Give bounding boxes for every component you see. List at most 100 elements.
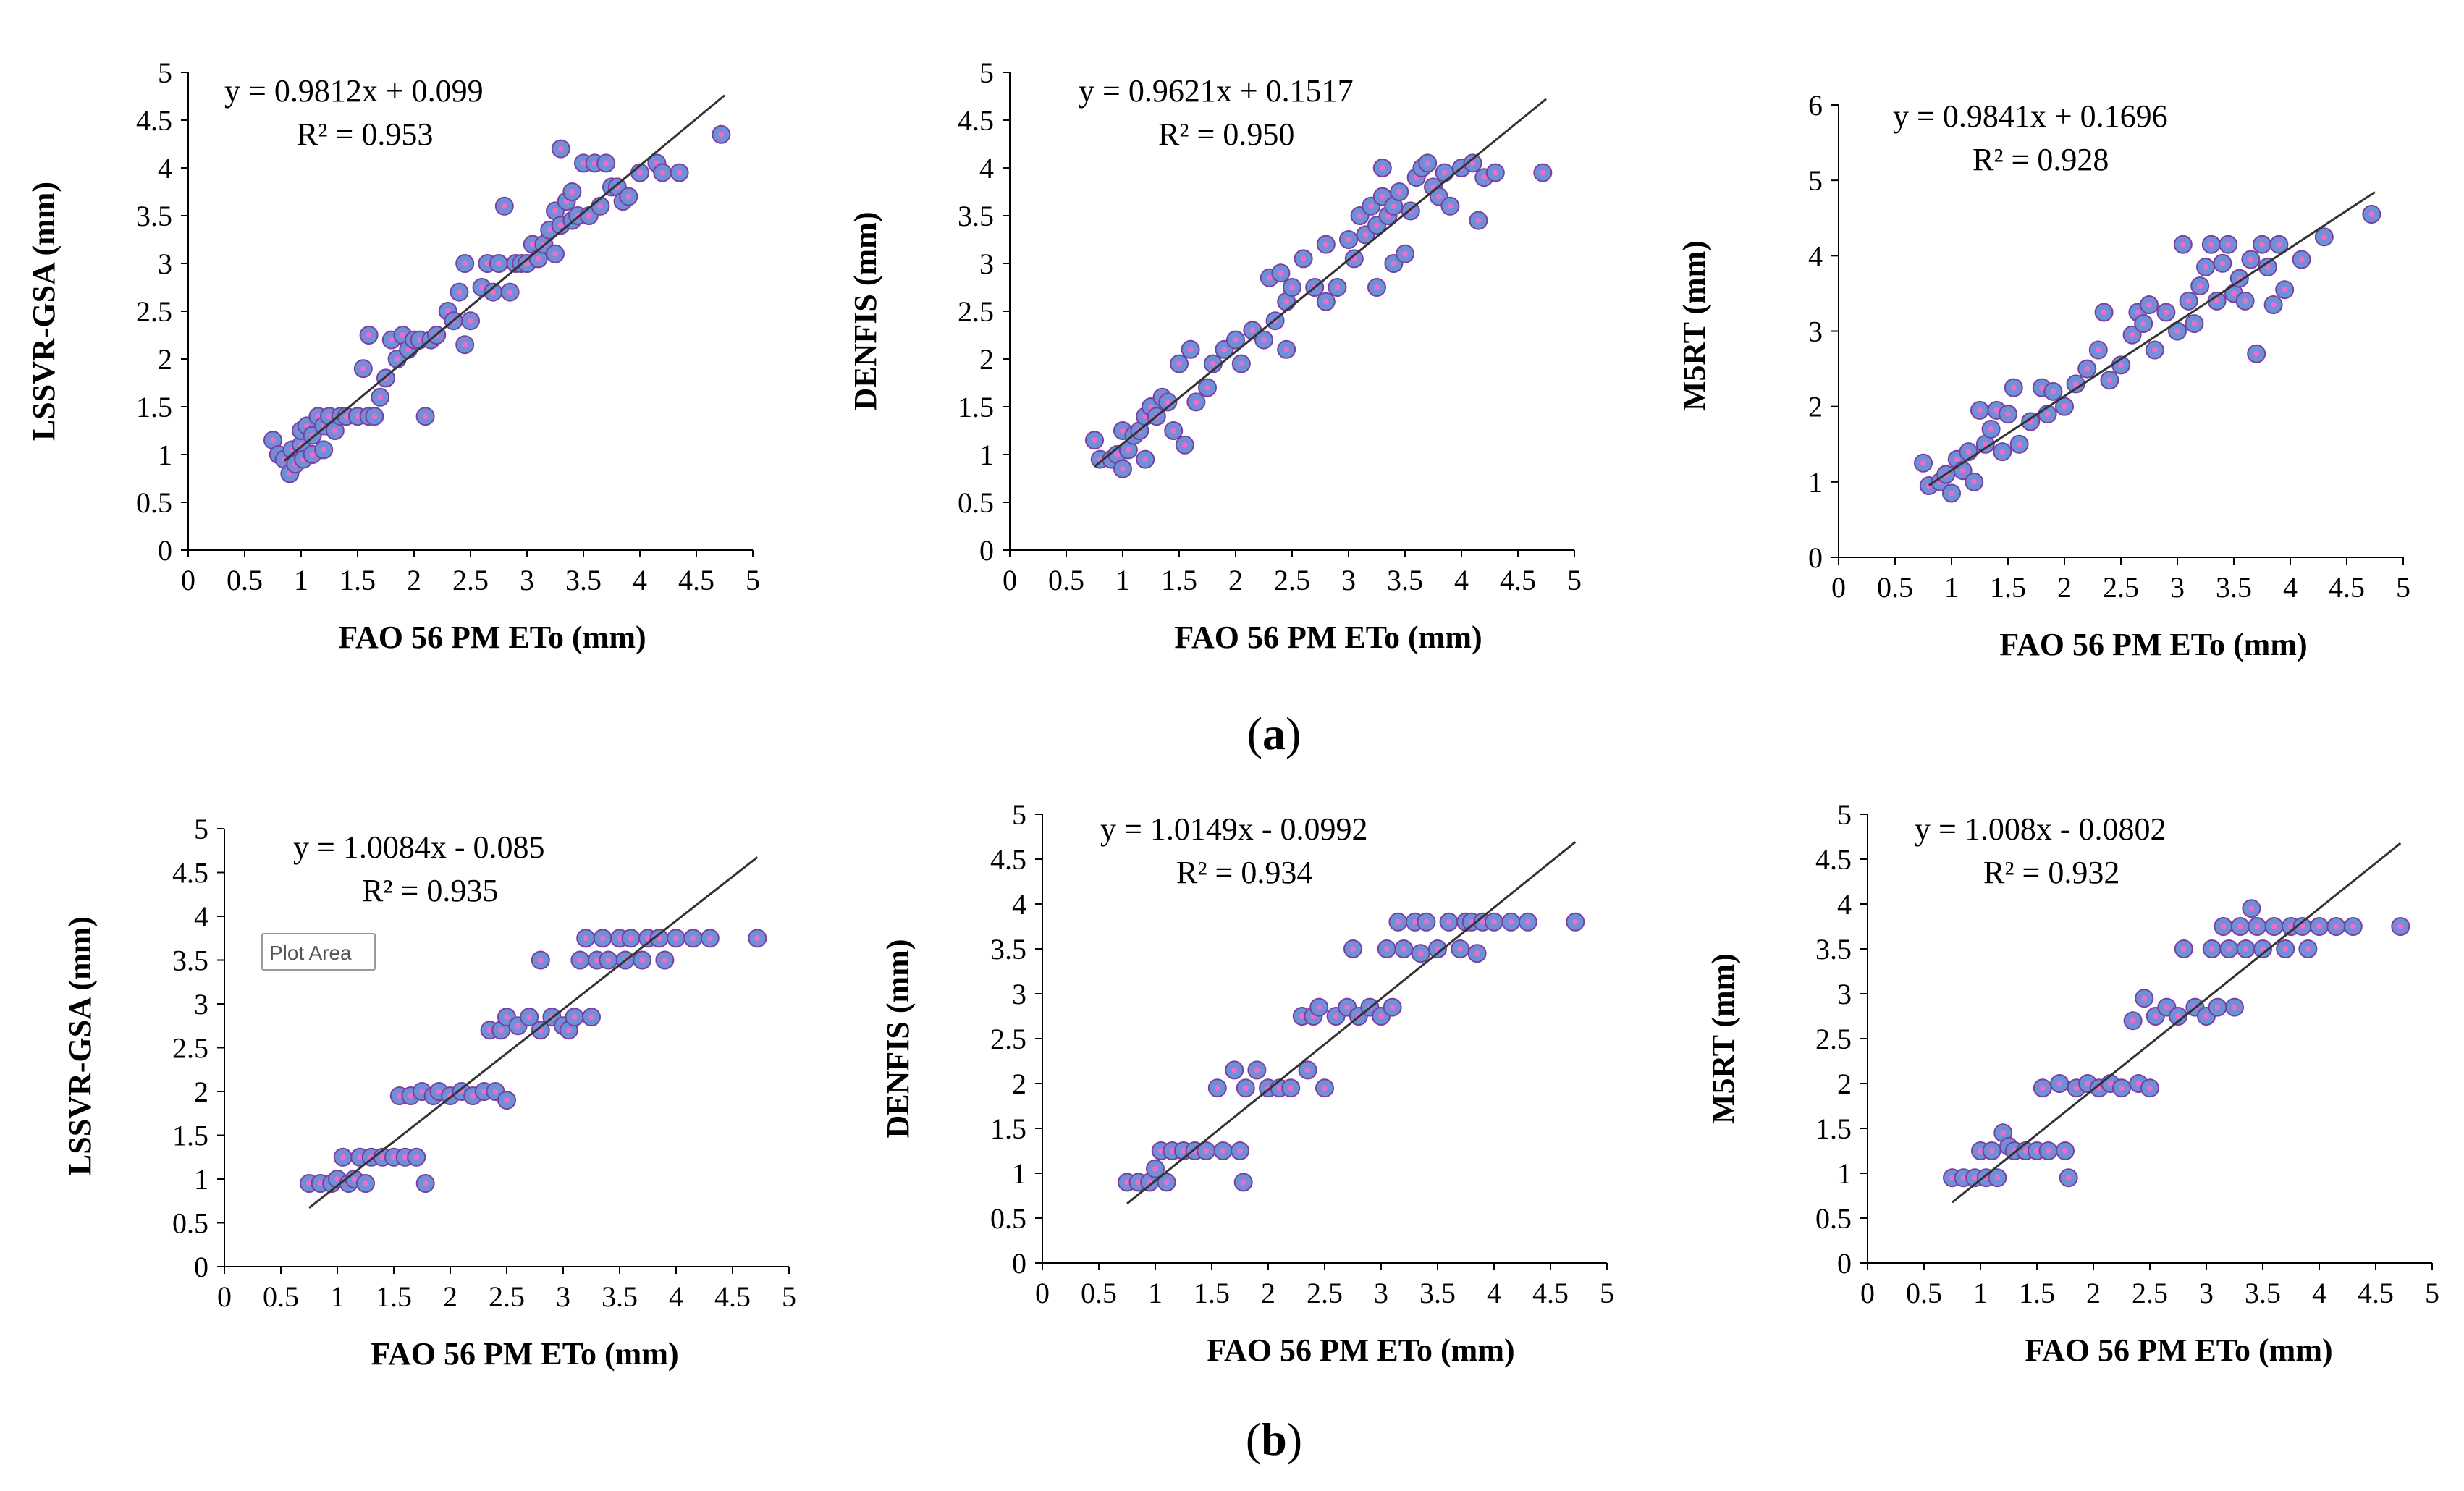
data-point <box>570 950 590 970</box>
data-point <box>2362 205 2381 224</box>
data-point <box>1533 163 1553 182</box>
data-point <box>599 950 618 970</box>
trend-line <box>1952 842 2402 1204</box>
regression-equation: y = 1.0084x - 0.085 <box>293 829 544 865</box>
x-tick-label: 0.5 <box>227 564 263 596</box>
y-tick-label: 6 <box>1808 89 1823 122</box>
regression-equation: y = 0.9621x + 0.1517 <box>1079 73 1354 109</box>
data-point <box>1186 392 1206 412</box>
y-tick-label: 4.5 <box>958 104 994 137</box>
data-point <box>2021 412 2041 431</box>
y-tick-label: 2 <box>1837 1068 1852 1100</box>
r-squared-label: R² = 0.953 <box>297 117 433 152</box>
y-tick-label: 4 <box>1837 888 1852 921</box>
data-point <box>520 1008 539 1027</box>
data-point <box>1970 400 1989 420</box>
data-point <box>1390 182 1409 201</box>
y-tick-label: 0 <box>158 534 172 567</box>
data-point <box>1518 912 1537 932</box>
y-tick-label: 4.5 <box>1815 843 1852 876</box>
data-point <box>455 335 475 355</box>
data-point <box>2253 939 2272 958</box>
trend-line <box>1094 98 1547 468</box>
data-point <box>1439 912 1459 932</box>
x-tick-label: 0 <box>217 1280 232 1313</box>
data-point <box>2059 1168 2078 1188</box>
data-point <box>2100 371 2119 390</box>
data-point <box>415 407 435 426</box>
data-point <box>1181 339 1200 359</box>
data-point <box>2326 917 2346 936</box>
data-point <box>1170 354 1189 373</box>
y-tick-label: 4 <box>194 900 208 933</box>
data-point <box>1197 1141 1216 1160</box>
x-tick-label: 4 <box>2283 571 2298 604</box>
data-point <box>450 282 469 302</box>
r-squared-label: R² = 0.932 <box>1983 855 2119 890</box>
data-point <box>2179 291 2198 311</box>
data-point <box>2241 250 2261 269</box>
data-point <box>1469 211 1488 230</box>
data-point <box>2264 917 2284 936</box>
x-tick-label: 0 <box>1831 571 1846 604</box>
data-point <box>1417 912 1436 932</box>
y-tick-label: 2.5 <box>172 1032 208 1065</box>
data-point <box>1428 939 1447 958</box>
data-point <box>1236 1078 1255 1098</box>
x-axis-label: FAO 56 PM ETo (mm) <box>371 1336 678 1372</box>
data-point <box>1328 278 1347 297</box>
data-point <box>325 421 345 440</box>
y-tick-label: 1.5 <box>958 391 994 423</box>
x-tick-label: 2 <box>443 1280 457 1313</box>
data-point <box>712 124 731 144</box>
x-tick-label: 1 <box>1115 564 1130 596</box>
data-point <box>2173 235 2193 254</box>
data-point <box>2225 997 2244 1017</box>
data-point <box>2196 257 2215 276</box>
y-tick-label: 0 <box>1012 1247 1026 1280</box>
y-tick-label: 3 <box>194 988 208 1021</box>
x-tick-label: 4.5 <box>1532 1277 1569 1309</box>
x-tick-label: 0 <box>1035 1277 1050 1309</box>
data-point <box>1198 378 1217 397</box>
data-point <box>1394 939 1414 958</box>
y-tick-label: 1 <box>1808 466 1823 499</box>
data-point <box>1283 278 1301 297</box>
data-point <box>1158 392 1178 412</box>
data-point <box>1294 249 1313 269</box>
y-tick-label: 2 <box>1808 391 1823 423</box>
data-point <box>1993 442 2012 462</box>
data-point <box>1367 278 1386 297</box>
data-point <box>2094 303 2114 322</box>
data-point <box>621 929 641 948</box>
y-axis-label: M5RT (mm) <box>1705 953 1741 1124</box>
data-point <box>582 1008 601 1027</box>
regression-equation: y = 0.9812x + 0.099 <box>224 73 484 109</box>
x-tick-label: 0.5 <box>1906 1277 1942 1309</box>
y-tick-label: 5 <box>1837 798 1852 831</box>
data-point <box>1277 339 1296 359</box>
r-squared-label: R² = 0.934 <box>1176 855 1312 890</box>
data-point <box>1451 939 1470 958</box>
data-point <box>1085 431 1104 450</box>
y-tick-label: 3.5 <box>1815 933 1852 966</box>
data-point <box>1226 330 1245 350</box>
x-tick-label: 3.5 <box>2216 571 2252 604</box>
x-tick-label: 3.5 <box>1419 1277 1456 1309</box>
regression-equation: y = 0.9841x + 0.1696 <box>1893 98 2168 134</box>
data-point <box>461 311 480 331</box>
data-point <box>2135 989 2154 1008</box>
data-point <box>1988 1168 2007 1188</box>
data-point <box>2253 235 2271 254</box>
y-tick-label: 1.5 <box>172 1120 208 1152</box>
trend-line <box>1126 841 1577 1205</box>
data-point <box>494 196 514 216</box>
data-point <box>2213 253 2232 273</box>
data-point <box>2391 917 2410 936</box>
x-tick-label: 0 <box>1003 564 1017 596</box>
data-point <box>1485 163 1505 182</box>
data-point <box>1981 419 2001 439</box>
data-point <box>2077 359 2097 379</box>
panel-label-b: (b) <box>1246 1414 1302 1465</box>
data-point <box>596 153 616 173</box>
